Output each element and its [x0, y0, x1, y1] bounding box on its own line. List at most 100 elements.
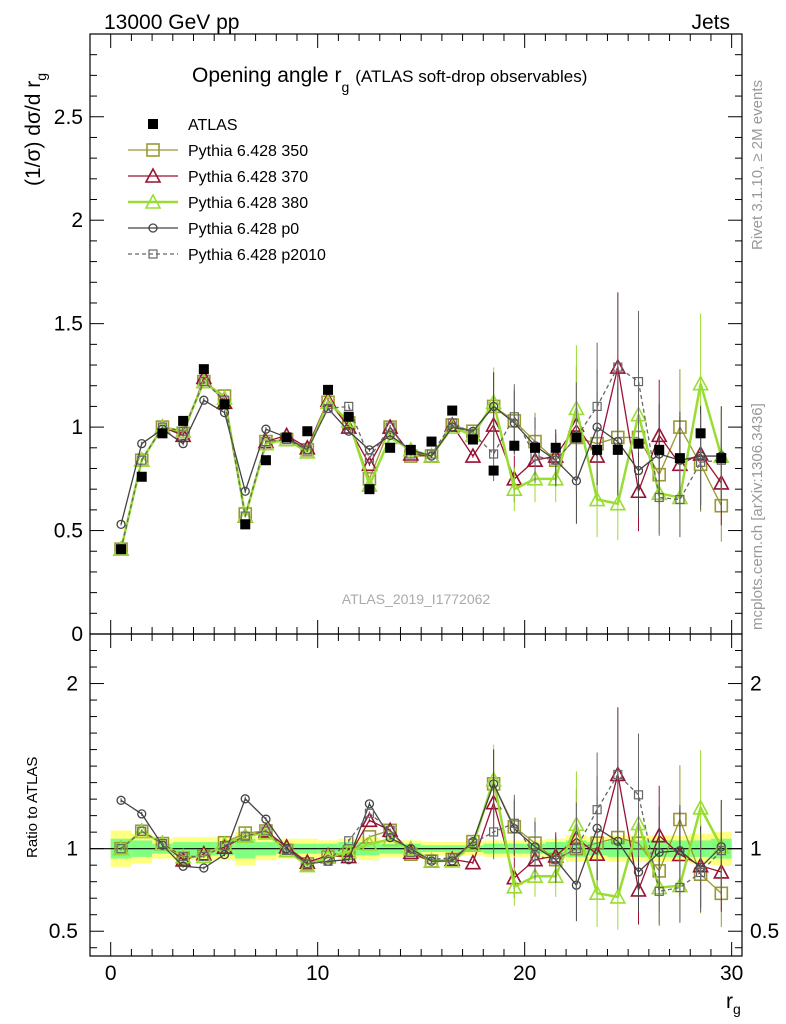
- p2010-marker: [426, 449, 437, 459]
- atlas-data-point: [426, 436, 437, 447]
- atlas-data-point: [633, 438, 644, 449]
- main-plot-panel: 0 0.5 1 1.5 2 2.5: [54, 33, 743, 956]
- y-tick-label: 0.5: [54, 520, 83, 543]
- p2010-marker: [716, 846, 726, 856]
- p0-marker: [633, 465, 644, 476]
- atlas-data-point: [571, 432, 582, 443]
- p380-marker: [609, 888, 627, 904]
- p2010-marker: [219, 841, 230, 851]
- p2010-marker: [364, 808, 375, 818]
- p0-marker: [261, 424, 271, 434]
- p0-marker: [344, 426, 354, 436]
- x-axis-label-subscript: g: [733, 1001, 741, 1017]
- p2010-marker: [282, 845, 292, 856]
- p380-marker: [144, 193, 162, 209]
- p2010-marker: [199, 376, 209, 387]
- p2010-marker: [344, 836, 354, 846]
- main-title-suffix: (ATLAS soft-drop observables): [355, 67, 587, 86]
- x-tick-label: 0: [105, 962, 117, 985]
- atlas-data-point: [157, 428, 168, 439]
- p380-marker: [609, 494, 627, 511]
- p0-marker: [199, 395, 209, 405]
- p370-marker: [319, 391, 337, 408]
- x-tick-label: 30: [720, 962, 743, 985]
- p2010-marker: [633, 376, 644, 387]
- atlas-data-point: [405, 444, 416, 455]
- ratio-y-tick-label-right: 1: [750, 838, 762, 861]
- p2010-marker: [261, 826, 271, 836]
- atlas-data-point: [198, 364, 209, 375]
- p2010-marker: [509, 818, 519, 828]
- p2010-marker: [261, 436, 271, 447]
- atlas-data-point: [260, 455, 271, 466]
- atlas-data-point: [612, 444, 623, 455]
- legend-label: Pythia 6.428 p0: [188, 221, 299, 238]
- p2010-marker: [551, 455, 561, 465]
- p0-marker: [137, 439, 147, 449]
- p350-line: [120, 380, 722, 550]
- y-tick-label: 0: [71, 623, 83, 646]
- p0-marker: [219, 849, 230, 860]
- atlas-data-point: [447, 405, 458, 416]
- atlas-data-point: [302, 426, 313, 437]
- p2010-marker: [157, 838, 168, 849]
- p2010-marker: [178, 426, 188, 436]
- p2010-marker: [148, 249, 158, 259]
- p370-marker: [144, 167, 162, 183]
- p2010-marker: [613, 769, 623, 780]
- p370-marker: [361, 455, 378, 472]
- p380-marker: [588, 884, 606, 900]
- atlas-data-point: [716, 453, 727, 464]
- atlas-data-point: [364, 484, 375, 495]
- atlas-data-point: [385, 442, 396, 453]
- p380-marker: [692, 374, 709, 391]
- p350-marker: [146, 143, 160, 157]
- ratio-plot-frame: [89, 633, 743, 957]
- p0-marker: [488, 401, 499, 412]
- ratio-y-tick-label: 2: [66, 673, 78, 696]
- p2010-marker: [137, 455, 147, 465]
- p2010-line: [120, 366, 722, 550]
- p2010-marker: [468, 838, 478, 848]
- p2010-marker: [592, 805, 602, 815]
- ratio-y-tick-label: 1: [66, 838, 78, 861]
- p370-marker: [464, 854, 482, 870]
- main-title: Opening angle rg (ATLAS soft-drop observa…: [192, 64, 587, 95]
- p370-marker: [340, 847, 358, 864]
- ratio-plot-panel: 0 10 20 30 0.5 0.5 1 1 2 2: [49, 633, 779, 985]
- p2010-marker: [696, 867, 706, 878]
- atlas-data-point: [654, 444, 665, 455]
- p2010-marker: [116, 844, 126, 854]
- ratio-y-tick-label-right: 2: [750, 673, 762, 696]
- ratio-y-axis-label: Ratio to ATLAS: [24, 757, 41, 858]
- x-tick-label: 20: [513, 962, 536, 985]
- legend-label: Pythia 6.428 370: [188, 169, 308, 186]
- p2010-marker: [302, 445, 312, 455]
- p2010-marker: [323, 403, 333, 414]
- p380-marker: [526, 867, 544, 883]
- p350-marker: [238, 826, 253, 840]
- atlas-data-point: [467, 434, 478, 445]
- y-tick-label: 2.5: [54, 106, 83, 129]
- p2010-ratio-line: [120, 773, 722, 893]
- p0-marker: [385, 833, 395, 843]
- atlas-data-point: [343, 411, 354, 422]
- atlas-data-point: [116, 544, 127, 555]
- p380-marker: [319, 848, 337, 864]
- header-right-label: Jets: [691, 11, 730, 34]
- p0-marker: [261, 814, 271, 824]
- legend: ATLAS Pythia 6.428 350 Pythia 6.428 370 Pyt…: [128, 117, 326, 264]
- p2010-marker: [613, 362, 623, 372]
- p0-marker: [240, 794, 250, 804]
- p2010-marker: [509, 412, 519, 422]
- p2010-marker: [426, 854, 437, 864]
- p380-marker: [692, 799, 709, 815]
- p0-marker: [137, 809, 147, 819]
- p0-marker: [148, 223, 158, 233]
- p2010-marker: [385, 825, 395, 835]
- legend-label: Pythia 6.428 p2010: [188, 247, 326, 264]
- p2010-marker: [240, 831, 250, 841]
- p0-marker: [488, 779, 499, 789]
- atlas-data-point: [592, 444, 603, 455]
- p2010-marker: [592, 401, 602, 412]
